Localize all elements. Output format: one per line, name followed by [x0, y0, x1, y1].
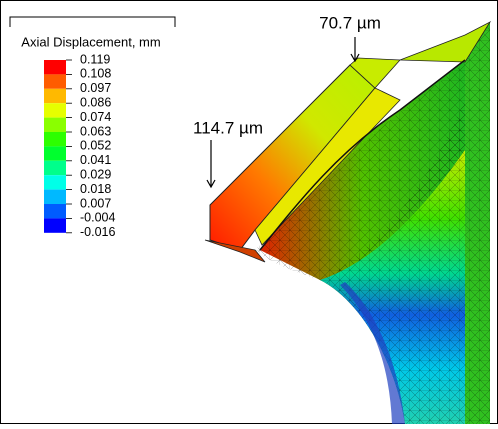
legend-label: 0.119: [80, 52, 110, 66]
legend-label: 0.097: [80, 81, 111, 95]
legend-swatch: [44, 118, 66, 132]
legend-label: 0.007: [80, 196, 111, 210]
legend-swatch: [44, 175, 66, 189]
figure: Axial Displacement, mm 0.1190.1080.0970.…: [0, 0, 498, 424]
annotation-label: 70.7 µm: [319, 13, 381, 32]
legend-swatch: [44, 204, 66, 218]
legend-label: -0.016: [80, 225, 115, 239]
annotation-label: 114.7 µm: [193, 118, 263, 137]
legend-label: 0.041: [80, 153, 111, 167]
legend-swatch: [44, 103, 66, 117]
legend-title: Axial Displacement, mm: [21, 34, 160, 49]
legend-swatch: [44, 161, 66, 175]
legend-swatch: [44, 146, 66, 160]
legend-label: 0.074: [80, 110, 111, 124]
legend-swatch: [44, 132, 66, 146]
legend-label: -0.004: [80, 211, 115, 225]
legend-label: 0.029: [80, 167, 111, 181]
legend-label: 0.086: [80, 95, 111, 109]
legend-label: 0.063: [80, 124, 111, 138]
legend-swatch: [44, 190, 66, 204]
legend-label: 0.018: [80, 182, 111, 196]
legend-label: 0.052: [80, 139, 111, 153]
legend-swatch: [44, 60, 66, 74]
legend-swatch: [44, 218, 66, 232]
legend-swatch: [44, 74, 66, 88]
legend-label: 0.108: [80, 67, 111, 81]
legend-swatch: [44, 89, 66, 103]
